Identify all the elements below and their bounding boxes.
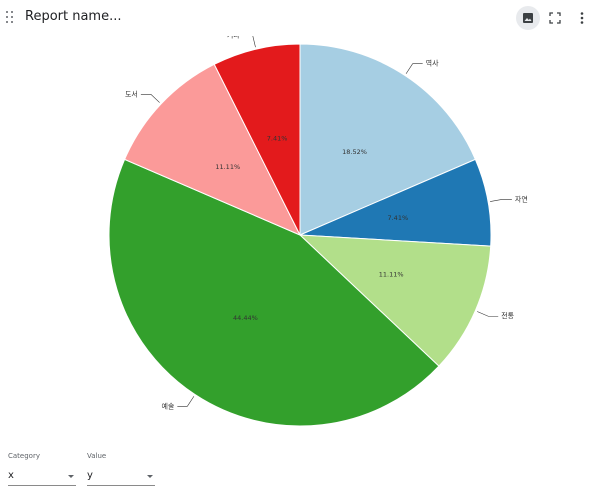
value-select[interactable]: y xyxy=(87,466,155,486)
more-options-button[interactable] xyxy=(570,6,594,30)
slice-leader-line xyxy=(490,199,512,202)
slice-category-label: 기타 xyxy=(227,36,240,40)
more-vert-icon xyxy=(580,12,584,24)
fullscreen-button[interactable] xyxy=(543,6,567,30)
pie-slice[interactable] xyxy=(298,234,492,367)
slice-percent-label: 11.11% xyxy=(379,270,404,278)
pie-slice[interactable] xyxy=(123,63,302,237)
pie-chart: 18.52% 역사 7.41% 자연 11.11% 전통 44.44% 예술 11.11% 도서 7… xyxy=(0,31,600,446)
slice-category-label: 도서 xyxy=(125,89,138,98)
category-select[interactable]: x xyxy=(8,466,76,486)
pie-slice[interactable] xyxy=(299,43,477,236)
slice-percent-label: 11.11% xyxy=(215,163,240,171)
slice-leader-line xyxy=(242,35,256,48)
chart-controls: Category x Value y xyxy=(0,452,600,499)
pie-slice[interactable] xyxy=(213,43,301,236)
image-icon xyxy=(523,13,533,23)
slice-category-label: 자연 xyxy=(515,194,528,203)
drag-handle-icon[interactable] xyxy=(6,11,16,25)
category-control: Category x xyxy=(8,452,76,486)
value-control: Value y xyxy=(87,452,155,486)
slice-percent-label: 18.52% xyxy=(342,148,367,156)
chevron-down-icon xyxy=(147,475,153,478)
slice-category-label: 전통 xyxy=(501,311,514,320)
slice-leader-line xyxy=(405,63,423,74)
pie-slice[interactable] xyxy=(108,158,440,427)
category-label: Category xyxy=(8,452,40,460)
image-view-button[interactable] xyxy=(516,6,540,30)
slice-percent-label: 44.44% xyxy=(233,314,258,322)
category-select-value: x xyxy=(8,470,14,481)
report-title[interactable]: Report name... xyxy=(25,9,122,24)
slice-leader-line xyxy=(140,94,160,103)
slice-category-label: 예술 xyxy=(161,401,174,410)
slice-percent-label: 7.41% xyxy=(387,214,408,222)
value-label: Value xyxy=(87,452,107,460)
slice-percent-label: 7.41% xyxy=(267,134,288,142)
slice-leader-line xyxy=(477,311,499,317)
report-header: Report name... xyxy=(0,0,600,36)
pie-chart-svg: 18.52% 역사 7.41% 자연 11.11% 전통 44.44% 예술 11.11% 도서 7… xyxy=(108,31,528,427)
value-select-value: y xyxy=(87,470,93,481)
chevron-down-icon xyxy=(68,475,74,478)
fullscreen-icon xyxy=(549,12,561,24)
slice-leader-line xyxy=(177,396,195,407)
slice-category-label: 역사 xyxy=(426,59,439,68)
